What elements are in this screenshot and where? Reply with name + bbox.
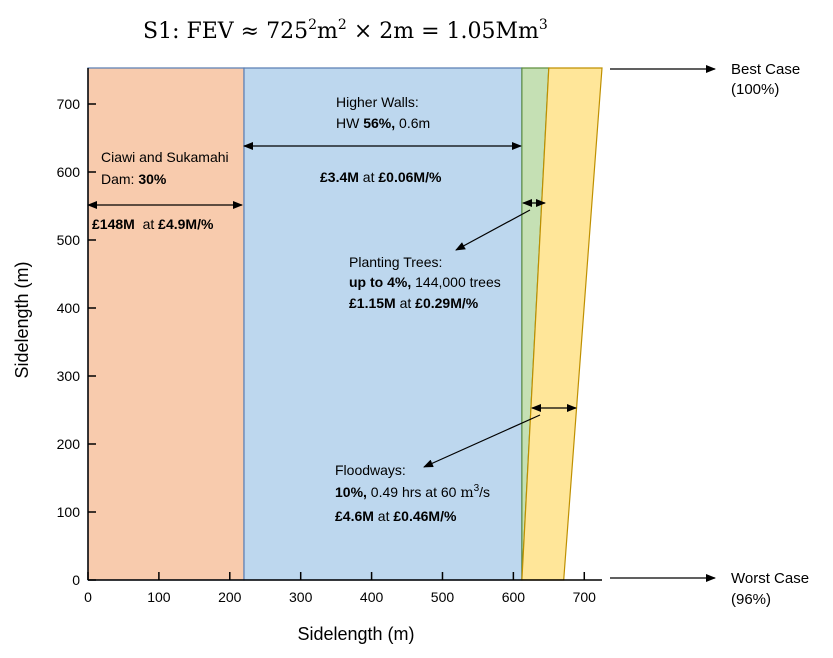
axes-layer: 0 100 200 300 400 500 600 700 0 100 200 300 400 500 60… <box>57 68 602 605</box>
y-tick-label: 700 <box>57 96 81 112</box>
x-tick-label: 300 <box>289 589 313 605</box>
x-axis-label: Sidelength (m) <box>297 624 414 644</box>
trees-cost: £1.15M at £0.29M/% <box>349 295 479 311</box>
y-tick-label: 600 <box>57 164 81 180</box>
region-higher-walls <box>243 67 523 581</box>
y-tick-label: 0 <box>72 572 80 588</box>
best-case-label: Best Case <box>731 61 800 78</box>
dam-label-line1: Ciawi and Sukamahi <box>101 149 229 165</box>
y-axis-label: Sidelength (m) <box>12 261 32 378</box>
x-tick-label: 600 <box>502 589 526 605</box>
best-case-marker: Best Case (100%) <box>610 61 800 98</box>
trees-annotation: Planting Trees: up to 4%, 144,000 trees … <box>349 199 546 311</box>
dam-label-line2: Dam: 30% <box>101 171 167 187</box>
y-tick-label: 100 <box>57 504 81 520</box>
x-tick-label: 0 <box>84 589 92 605</box>
x-tick-label: 400 <box>360 589 384 605</box>
best-case-percent: (100%) <box>731 81 779 98</box>
regions-layer <box>87 67 603 581</box>
x-tick-label: 200 <box>218 589 242 605</box>
x-tick-label: 100 <box>147 589 171 605</box>
y-tick-label: 400 <box>57 300 81 316</box>
x-tick-label: 700 <box>573 589 597 605</box>
walls-cost: £3.4M at £0.06M/% <box>320 169 442 185</box>
floodways-pointer-arrow <box>423 414 541 468</box>
floodways-annotation: Floodways: 10%, 0.49 hrs at 60 m3/s £4.6… <box>335 404 577 524</box>
worst-case-label: Worst Case <box>731 570 809 587</box>
floodways-label-line2: 10%, 0.49 hrs at 60 m3/s <box>335 483 490 501</box>
y-tick-label: 500 <box>57 232 81 248</box>
y-tick-label: 300 <box>57 368 81 384</box>
region-ciawi-and-sukamahi-dam <box>87 67 245 581</box>
worst-case-marker: Worst Case (96%) <box>610 570 809 608</box>
floodways-cost: £4.6M at £0.46M/% <box>335 508 457 524</box>
walls-annotation: Higher Walls: HW 56%, 0.6m £3.4M at £0.0… <box>243 94 522 185</box>
walls-label-line2: HW 56%, 0.6m <box>336 115 430 131</box>
floodways-label-line1: Floodways: <box>335 462 406 478</box>
trees-label-line2: up to 4%, 144,000 trees <box>349 274 501 290</box>
worst-case-percent: (96%) <box>731 591 771 608</box>
trees-label-line1: Planting Trees: <box>349 254 442 270</box>
dam-annotation: Ciawi and Sukamahi Dam: 30% £148M at £4.… <box>87 149 243 232</box>
dam-cost: £148M at £4.9M/% <box>92 216 214 232</box>
walls-label-line1: Higher Walls: <box>336 94 419 110</box>
y-tick-label: 200 <box>57 436 81 452</box>
x-tick-label: 500 <box>431 589 455 605</box>
chart-title: S1: FEV ≈ 7252m2 × 2m = 1.05Mm3 <box>143 17 548 44</box>
trees-pointer-arrow <box>455 209 531 251</box>
